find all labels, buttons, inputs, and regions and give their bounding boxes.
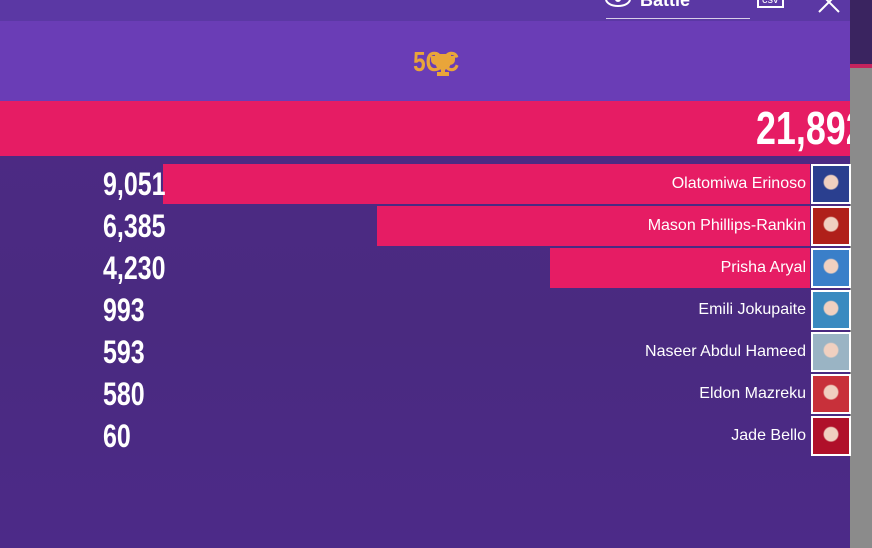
avatar	[811, 164, 851, 204]
select-underline	[606, 18, 750, 19]
value-label: 593	[103, 334, 145, 370]
value-label: 60	[103, 418, 131, 454]
eye-icon	[605, 0, 631, 7]
bar	[377, 206, 810, 246]
player-name: Prisha Aryal	[720, 259, 806, 276]
scrollbar-accent	[850, 64, 872, 68]
scrollbar-top	[850, 0, 872, 64]
header	[0, 21, 850, 101]
scrollbar	[850, 0, 872, 548]
avatar	[811, 290, 851, 330]
value-label: 4,230	[103, 250, 166, 286]
total-label: 21,892	[756, 102, 866, 154]
avatar	[811, 206, 851, 246]
view-select[interactable]: Battle	[640, 0, 691, 10]
avatar	[811, 374, 851, 414]
bar	[163, 164, 810, 204]
trophy-icon	[431, 54, 455, 76]
value-label: 993	[103, 292, 145, 328]
player-name: Naseer Abdul Hameed	[645, 343, 806, 360]
avatar	[811, 248, 851, 288]
value-label: 9,051	[103, 166, 166, 202]
csv-button[interactable]: csv	[757, 0, 784, 8]
player-name: Olatomiwa Erinoso	[671, 175, 806, 192]
player-name: Emili Jokupaite	[698, 301, 806, 318]
player-name: Eldon Mazreku	[699, 385, 806, 402]
avatar	[811, 332, 851, 372]
avatar	[811, 416, 851, 456]
player-name: Mason Phillips-Rankin	[647, 217, 806, 234]
bar	[550, 248, 810, 288]
total-bar	[0, 101, 850, 156]
value-label: 6,385	[103, 208, 166, 244]
close-button[interactable]	[816, 0, 842, 14]
toolbar	[0, 0, 850, 21]
value-label: 580	[103, 376, 145, 412]
title: 5GC	[413, 46, 460, 77]
player-name: Jade Bello	[731, 427, 806, 444]
